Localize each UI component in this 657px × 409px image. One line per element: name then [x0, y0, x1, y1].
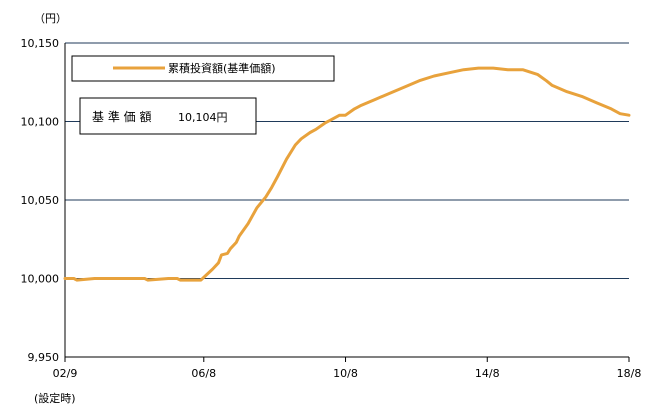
y-unit-label: （円） — [34, 12, 67, 25]
legend-label: 累積投資額(基準価額) — [168, 61, 276, 75]
x-tick-label: 02/9 — [53, 367, 78, 380]
nav-box-label: 基 準 価 額 — [92, 109, 151, 124]
y-tick-label: 9,950 — [28, 351, 60, 364]
nav-box-frame — [79, 97, 257, 135]
y-tick-label: 10,050 — [21, 194, 60, 207]
x-tick-label: 06/8 — [191, 367, 216, 380]
nav-box: 基 準 価 額 10,104円 — [79, 97, 257, 135]
x-tick-label: 10/8 — [333, 367, 358, 380]
x-tick-label: 14/8 — [475, 367, 500, 380]
y-tick-label: 10,150 — [21, 37, 60, 50]
x-start-sub-label: (設定時) — [34, 391, 76, 405]
series-line-nav — [63, 66, 631, 282]
series-layer — [63, 66, 631, 282]
x-tick-label: 18/8 — [617, 367, 642, 380]
y-tick-label: 10,000 — [21, 273, 60, 286]
legend: 累積投資額(基準価額) — [71, 55, 335, 82]
y-axis-ticks: 10,150 10,100 10,050 10,000 9,950 — [21, 37, 60, 364]
nav-box-value: 10,104円 — [178, 111, 228, 124]
x-axis-ticks: 02/9 06/8 10/8 14/8 18/8 — [53, 357, 642, 380]
y-tick-label: 10,100 — [21, 116, 60, 129]
